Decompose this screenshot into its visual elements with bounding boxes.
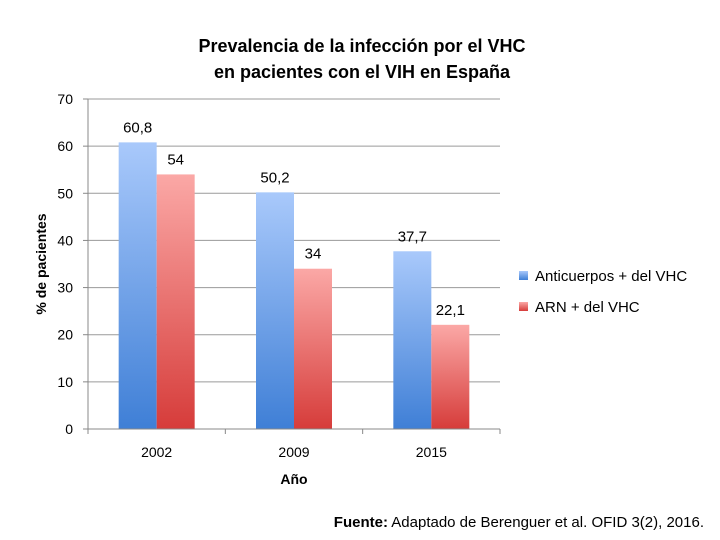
- y-tick-label: 20: [57, 327, 73, 343]
- data-label: 60,8: [123, 119, 152, 136]
- y-tick-label: 30: [57, 280, 73, 296]
- x-tick-label: 2009: [278, 444, 309, 460]
- x-tick-label: 2015: [416, 444, 447, 460]
- data-label: 22,1: [436, 302, 465, 319]
- x-axis-title: Año: [280, 471, 307, 487]
- x-axis-ticks: 2002 2009 2015: [87, 429, 501, 460]
- data-label: 34: [305, 246, 322, 263]
- y-tick-label: 40: [57, 232, 73, 248]
- bar-anticuerpos-2015: [393, 251, 432, 429]
- source-note: Fuente: Adaptado de Berenguer et al. OFI…: [334, 514, 704, 531]
- chart-title-line-2: en pacientes con el VIH en España: [214, 62, 511, 82]
- bar-anticuerpos-2002: [118, 142, 157, 429]
- data-label: 37,7: [398, 228, 427, 245]
- legend-label-anticuerpos: Anticuerpos + del VHC: [535, 268, 687, 285]
- y-tick-label: 0: [65, 421, 73, 437]
- source-label: Fuente:: [333, 514, 388, 531]
- x-tick-label: 2002: [141, 444, 172, 460]
- legend-label-arn: ARN + del VHC: [535, 299, 640, 316]
- bars: [118, 142, 470, 429]
- y-tick-label: 60: [57, 138, 73, 154]
- y-axis-title: % de pacientes: [33, 213, 49, 314]
- legend-swatch-anticuerpos: [519, 271, 528, 280]
- legend: Anticuerpos + del VHC ARN + del VHC: [519, 268, 687, 316]
- bar-arn-2009: [294, 268, 332, 429]
- legend-swatch-arn: [519, 302, 528, 311]
- y-tick-label: 10: [57, 374, 73, 390]
- y-tick-label: 50: [57, 185, 73, 201]
- bar-arn-2002: [156, 174, 195, 429]
- chart-title-line-1: Prevalencia de la infección por el VHC: [198, 36, 525, 56]
- data-label: 54: [167, 151, 184, 168]
- source-text: Adaptado de Berenguer et al. OFID 3(2), …: [387, 514, 704, 531]
- bar-arn-2015: [431, 324, 470, 429]
- data-labels: 60,8 54 50,2 34 37,7 22,1: [123, 119, 465, 318]
- y-tick-label: 70: [57, 91, 73, 107]
- bar-anticuerpos-2009: [256, 192, 294, 429]
- y-axis-ticks: 0 10 20 30 40 50 60 70: [57, 91, 88, 437]
- data-label: 50,2: [260, 169, 289, 186]
